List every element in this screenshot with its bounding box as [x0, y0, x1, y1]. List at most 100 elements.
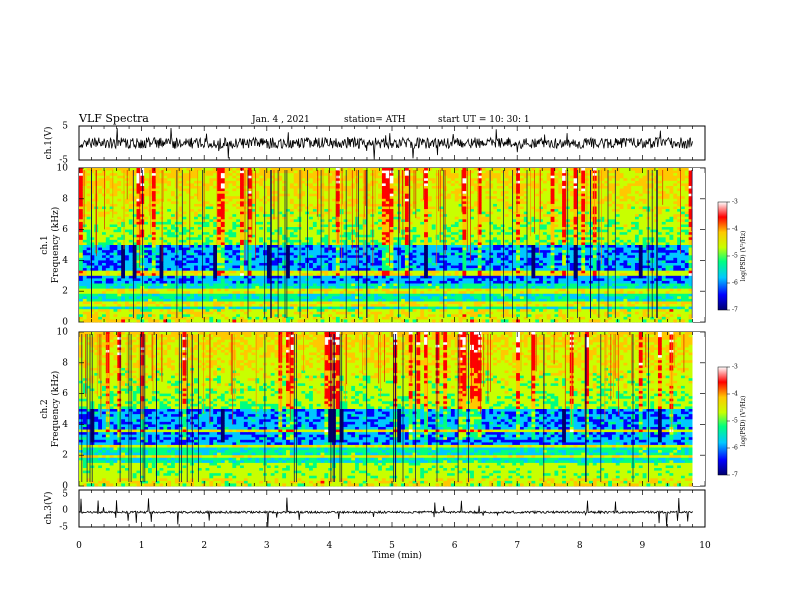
spectrogram-cell — [125, 221, 130, 225]
spectrogram-cell — [278, 262, 283, 266]
spectrogram-cell — [309, 245, 314, 248]
spectrogram-cell — [293, 304, 298, 307]
spectrogram-cell — [113, 229, 118, 233]
spectrogram-cell — [309, 214, 314, 218]
spectrogram-cell — [213, 229, 218, 233]
spectrogram-cell — [236, 183, 241, 187]
spectrogram-cell — [121, 178, 126, 182]
spectrogram-cell — [190, 183, 195, 187]
spectrogram-cell — [247, 185, 252, 189]
spectrogram-cell — [201, 306, 206, 310]
spectrogram-cell — [171, 209, 176, 213]
spectrogram-cell — [148, 234, 153, 238]
spectrogram-cell — [266, 283, 272, 287]
spectrogram-cell — [312, 275, 318, 279]
spectrogram-cell — [132, 270, 137, 274]
spectrogram-cell — [312, 304, 318, 307]
spectrogram-cell — [197, 262, 203, 266]
spectrogram-cell — [82, 273, 88, 277]
spectrogram-cell — [113, 306, 118, 310]
spectrogram-cell — [90, 188, 95, 192]
spectrogram-cell — [217, 262, 222, 266]
spectrogram-cell — [247, 209, 252, 213]
spectrogram-cell — [105, 273, 111, 277]
spectrogram-cell — [125, 219, 130, 223]
spectrogram-cell — [381, 185, 387, 189]
spectrogram-cell — [270, 178, 275, 182]
spectrogram-cell — [197, 309, 203, 313]
spectrogram-cell — [105, 185, 111, 189]
spectrogram-cell — [328, 314, 333, 318]
spectrogram-cell — [148, 265, 153, 269]
spectrogram-cell — [286, 268, 291, 272]
spectrogram-cell — [186, 224, 191, 228]
spectrogram-cell — [251, 221, 256, 225]
spectrogram-cell — [105, 245, 111, 248]
spectrogram-cell — [125, 306, 130, 310]
spectrogram-cell — [171, 273, 176, 277]
spectrogram-cell — [274, 255, 279, 259]
spectrogram-cell — [259, 173, 264, 177]
spectrogram-cell — [393, 301, 398, 305]
spectrogram-cell — [374, 224, 379, 228]
spectrogram-cell — [121, 180, 126, 184]
spectrogram-cell — [293, 219, 298, 223]
spectrogram-cell — [324, 239, 329, 243]
spectrogram-cell — [374, 252, 379, 256]
spectrogram-cell — [159, 209, 164, 213]
spectrogram-cell — [194, 257, 199, 261]
spectrogram-cell — [209, 319, 214, 323]
spectrogram-cell — [343, 234, 348, 238]
spectrogram-cell — [163, 260, 168, 264]
spectrogram-cell — [117, 227, 122, 230]
spectrogram-cell — [232, 237, 237, 241]
spectrogram-cell — [79, 198, 84, 202]
spectrogram-cell — [339, 298, 344, 302]
spectrogram-cell — [79, 201, 84, 205]
spectrogram-cell — [362, 232, 367, 236]
spectrogram-cell — [197, 183, 203, 187]
spectrogram-cell — [171, 260, 176, 264]
spectrogram-cell — [82, 168, 88, 171]
spectrogram-cell — [217, 198, 222, 202]
spectrogram-cell — [385, 178, 390, 182]
spectrogram-cell — [182, 304, 187, 307]
spectrogram-cell — [121, 257, 126, 261]
spectrogram-cell — [163, 180, 168, 184]
spectrogram-cell — [282, 180, 287, 184]
spectrogram-cell — [113, 257, 118, 261]
spectrogram-cell — [289, 175, 295, 179]
spectrogram-cell — [366, 191, 371, 195]
spectrogram-cell — [251, 283, 256, 287]
spectrogram-cell — [381, 234, 387, 238]
spectrogram-cell — [209, 180, 214, 184]
spectrogram-cell — [197, 291, 203, 295]
spectrogram-cell — [186, 262, 191, 266]
spectrogram-cell — [90, 314, 95, 318]
spectrogram-cell — [125, 201, 130, 205]
spectrogram-cell — [117, 224, 122, 228]
spectrogram-cell — [358, 316, 364, 320]
spectrogram-cell — [286, 257, 291, 261]
spectrogram-cell — [79, 260, 84, 264]
spectrogram-cell — [125, 316, 130, 320]
spectrogram-cell — [213, 191, 218, 195]
spectrogram-cell — [366, 216, 371, 220]
spectrogram-cell — [171, 265, 176, 269]
spectrogram-cell — [301, 273, 306, 277]
spectrogram-cell — [347, 319, 352, 323]
spectrogram-cell — [240, 298, 245, 302]
spectrogram-cell — [205, 173, 210, 177]
spectrogram-cell — [209, 216, 214, 220]
spectrogram-cell — [121, 242, 126, 246]
spectrogram-cell — [217, 239, 222, 243]
spectrogram-cell — [278, 255, 283, 259]
spectrogram-cell — [186, 255, 191, 259]
spectrogram-cell — [312, 224, 318, 228]
spectrogram-cell — [220, 242, 226, 246]
spectrogram-cell — [282, 183, 287, 187]
spectrogram-cell — [217, 255, 222, 259]
spectrogram-cell — [270, 309, 275, 313]
spectrogram-cell — [381, 296, 387, 300]
spectrogram-cell — [255, 306, 260, 310]
